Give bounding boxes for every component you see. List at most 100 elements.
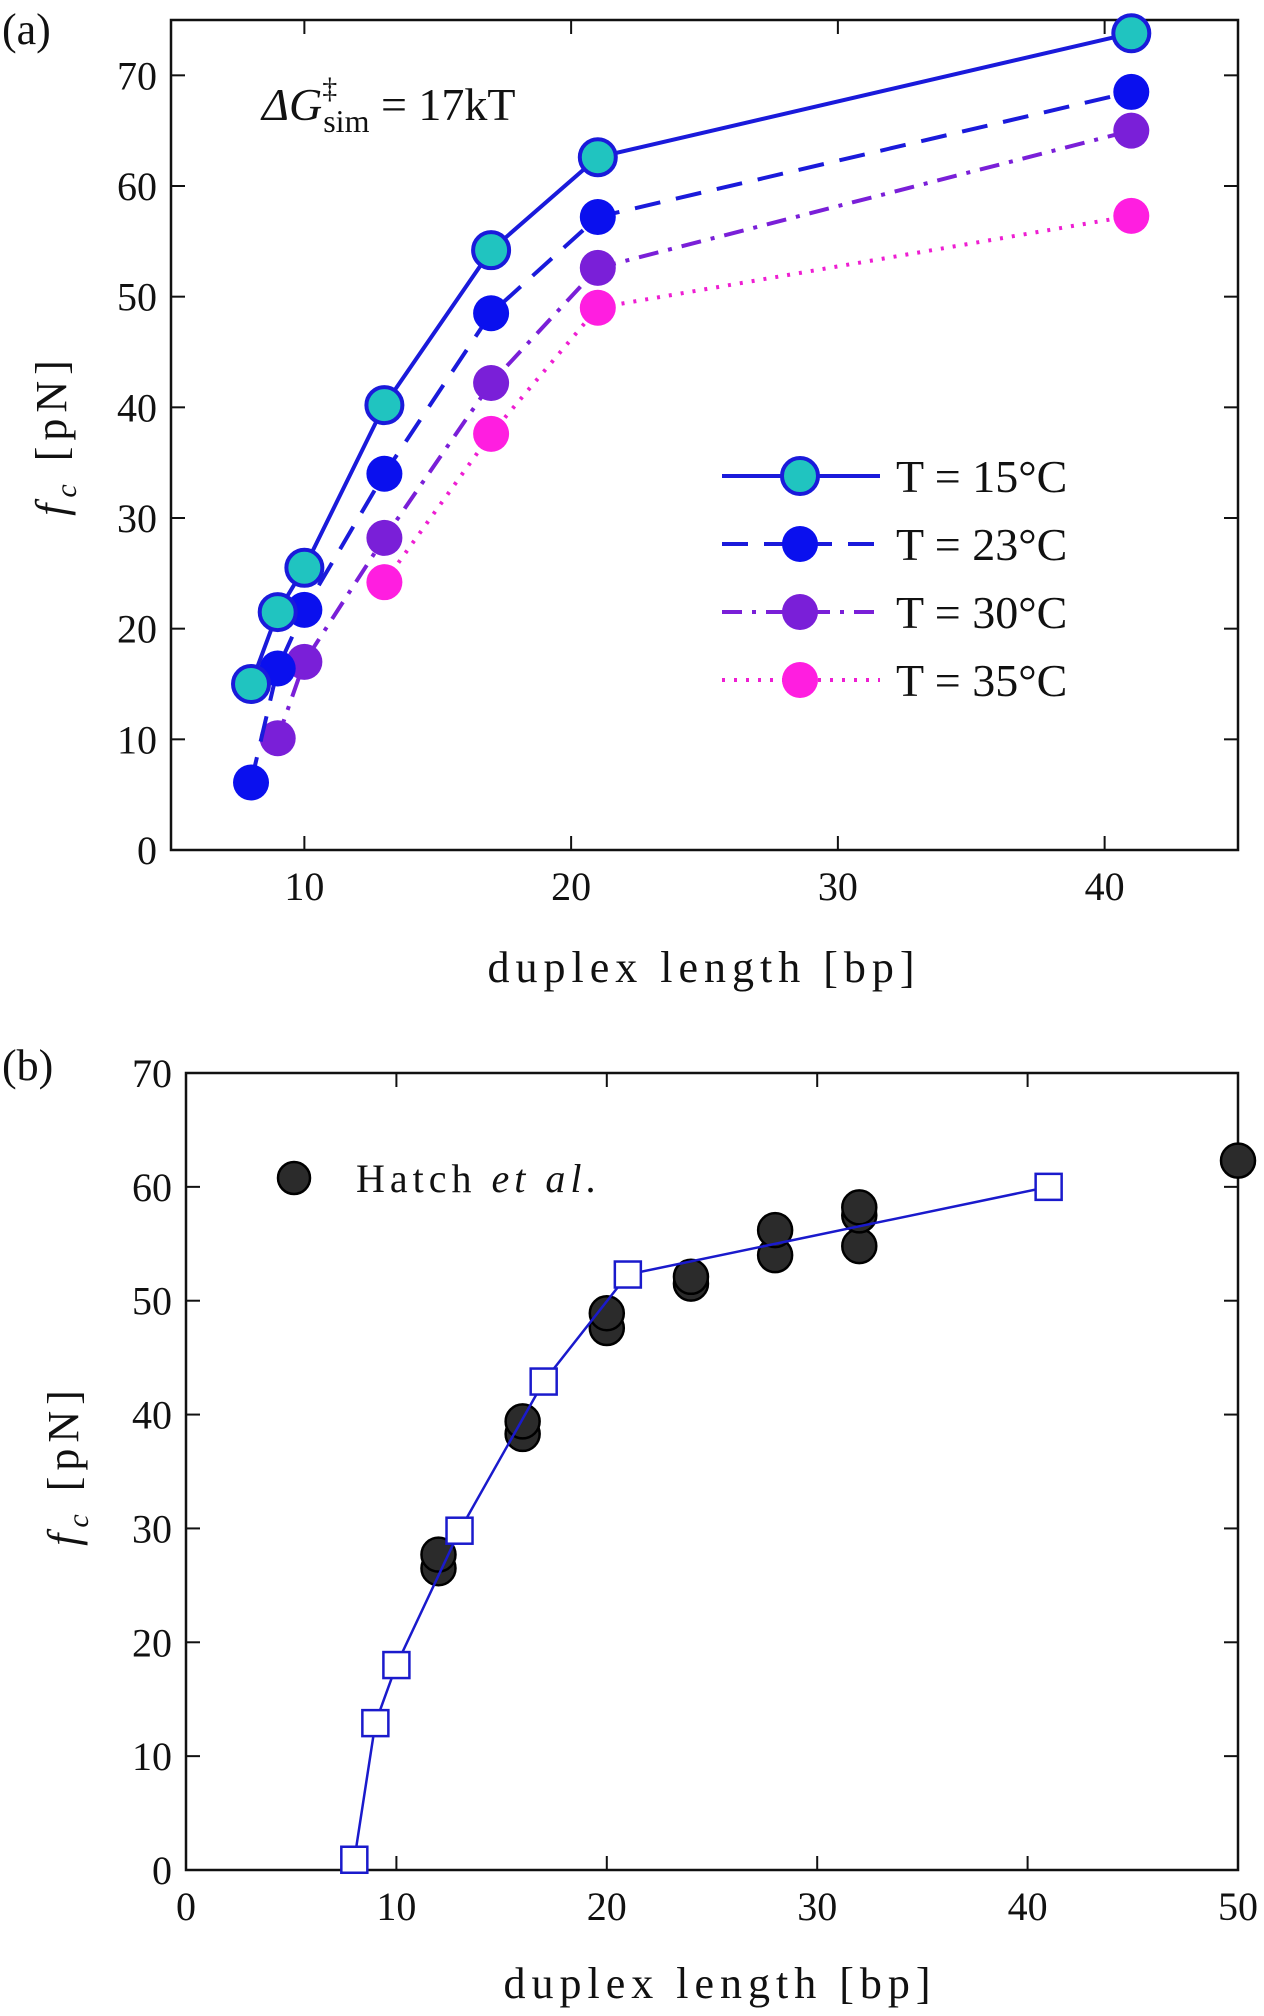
annotation-prefix: ΔG: [260, 79, 322, 130]
hatch-data-point: [841, 1189, 878, 1226]
data-point-series-1: [579, 198, 616, 235]
panel-b-ytick-label: 70: [132, 1051, 172, 1096]
panel-b-xtick-label: 10: [376, 1884, 416, 1929]
panel-b-ytick-label: 0: [152, 1848, 172, 1893]
panel-b-ylabel: fc [pN]: [39, 1384, 95, 1546]
panel-b-xtick-label: 20: [587, 1884, 627, 1929]
data-point-series-1: [366, 455, 403, 492]
data-point-series-2: [1113, 112, 1150, 149]
panel-a-plot-frame: [169, 18, 1240, 852]
ylabel-main: f: [39, 1528, 88, 1546]
panel-b-xtick-label: 50: [1218, 1884, 1258, 1929]
panel-b-axes: 0 10 20 30 40 50 0 10 20 30 40 50 60 70: [132, 1051, 1258, 1929]
data-point-series-2: [473, 364, 510, 401]
panel-a-ytick-label: 70: [117, 53, 157, 98]
data-point-series-1: [473, 295, 510, 332]
panel-a-xtick-label: 30: [818, 864, 858, 909]
annotation-sup: ‡: [322, 72, 337, 105]
legend-marker-1: [782, 526, 818, 562]
data-point-series-0: [257, 592, 298, 633]
hatch-data-point: [756, 1211, 794, 1249]
hatch-data-point: [1219, 1142, 1257, 1179]
panel-b-ytick-label: 40: [132, 1393, 172, 1438]
panel-b-ytick-label: 60: [132, 1165, 172, 1210]
simulation-data-point: [382, 1650, 411, 1680]
panel-b: (b) 0 10 20 30 40 50 0 10 20 30 40 50 60 70 Hatch et …: [2, 1041, 1258, 2008]
data-point-series-3: [579, 289, 616, 326]
ylabel-rest: [pN]: [27, 354, 76, 478]
panel-a: (a) 10 20 30 40 0 10 20 30 40 50 60 70 ΔG‡ sim = 17k…: [2, 5, 1240, 992]
panel-b-xlabel: duplex length [bp]: [503, 1959, 936, 2008]
panel-a-ytick-label: 30: [117, 496, 157, 541]
panel-a-ytick-label: 20: [117, 607, 157, 652]
data-point-series-0: [577, 137, 618, 178]
panel-a-xtick-label: 20: [551, 864, 591, 909]
legend-marker-0: [780, 456, 820, 496]
ylabel-sub: c: [50, 478, 83, 497]
simulation-data-point: [529, 1367, 558, 1396]
panel-b-series: [340, 1142, 1257, 1875]
legend-marker-3: [782, 662, 818, 698]
panel-a-legend: T = 15°C T = 23°C T = 30°C T = 35°C: [722, 451, 1067, 706]
panel-a-xtick-label: 10: [284, 864, 324, 909]
panel-a-ytick-label: 60: [117, 164, 157, 209]
annotation-sub: sim: [323, 103, 369, 139]
legend-marker-hatch: [276, 1160, 312, 1196]
data-point-series-1: [1113, 73, 1150, 110]
panel-b-legend: Hatch et al.: [276, 1156, 602, 1201]
panel-a-xlabel: duplex length [bp]: [487, 943, 920, 992]
hatch-data-point: [672, 1258, 710, 1296]
data-point-series-0: [471, 230, 512, 271]
simulation-data-point: [613, 1260, 643, 1289]
panel-b-label: (b): [2, 1041, 53, 1090]
hatch-data-point: [588, 1294, 626, 1332]
hatch-data-point: [841, 1227, 878, 1265]
panel-a-axes: 10 20 30 40 0 10 20 30 40 50 60 70: [117, 20, 1238, 909]
data-point-series-2: [579, 249, 616, 286]
panel-a-ytick-label: 0: [137, 828, 157, 873]
panel-a-ytick-label: 40: [117, 385, 157, 430]
series-line-3: [382, 213, 1132, 584]
panel-a-ylabel: fc [pN]: [27, 354, 83, 516]
data-point-series-1: [233, 764, 270, 801]
panel-b-xtick-label: 30: [797, 1884, 837, 1929]
data-point-series-0: [284, 547, 325, 588]
simulation-data-point: [445, 1516, 474, 1545]
panel-a-ytick-label: 50: [117, 275, 157, 320]
simulation-data-point: [340, 1845, 369, 1875]
data-point-series-3: [473, 415, 510, 452]
series-line-2: [275, 128, 1132, 739]
panel-a-label: (a): [2, 5, 51, 54]
simulation-data-point: [1034, 1172, 1063, 1202]
data-point-series-2: [366, 519, 403, 556]
legend-label-plain: Hatch: [356, 1156, 492, 1201]
ylabel-rest: [pN]: [39, 1384, 88, 1508]
data-point-series-3: [1113, 197, 1150, 234]
panel-b-xtick-label: 0: [176, 1884, 196, 1929]
simulation-data-point: [361, 1708, 390, 1738]
panel-b-ytick-label: 30: [132, 1506, 172, 1551]
legend-label-0: T = 15°C: [896, 451, 1067, 502]
hatch-data-point: [504, 1403, 541, 1440]
hatch-data-point: [420, 1536, 457, 1573]
panel-b-ytick-label: 20: [132, 1620, 172, 1665]
panel-a-ytick-label: 10: [117, 717, 157, 762]
legend-label-italic: et al.: [492, 1156, 602, 1201]
legend-label-2: T = 30°C: [896, 587, 1067, 638]
legend-label-hatch: Hatch et al.: [356, 1156, 602, 1201]
ylabel-main: f: [27, 498, 76, 516]
annotation-suffix: = 17kT: [369, 79, 515, 130]
legend-label-3: T = 35°C: [896, 655, 1067, 706]
legend-marker-2: [782, 594, 818, 630]
legend-label-1: T = 23°C: [896, 519, 1067, 570]
panel-a-xtick-label: 40: [1085, 864, 1125, 909]
panel-b-ytick-label: 50: [132, 1279, 172, 1324]
panel-b-xtick-label: 40: [1008, 1884, 1048, 1929]
ylabel-sub: c: [62, 1508, 95, 1527]
panel-a-series: [231, 13, 1152, 801]
data-point-series-0: [1111, 13, 1152, 54]
panel-b-plot-frame: [184, 1071, 1240, 1872]
data-point-series-0: [231, 664, 272, 704]
data-point-series-0: [364, 385, 405, 426]
